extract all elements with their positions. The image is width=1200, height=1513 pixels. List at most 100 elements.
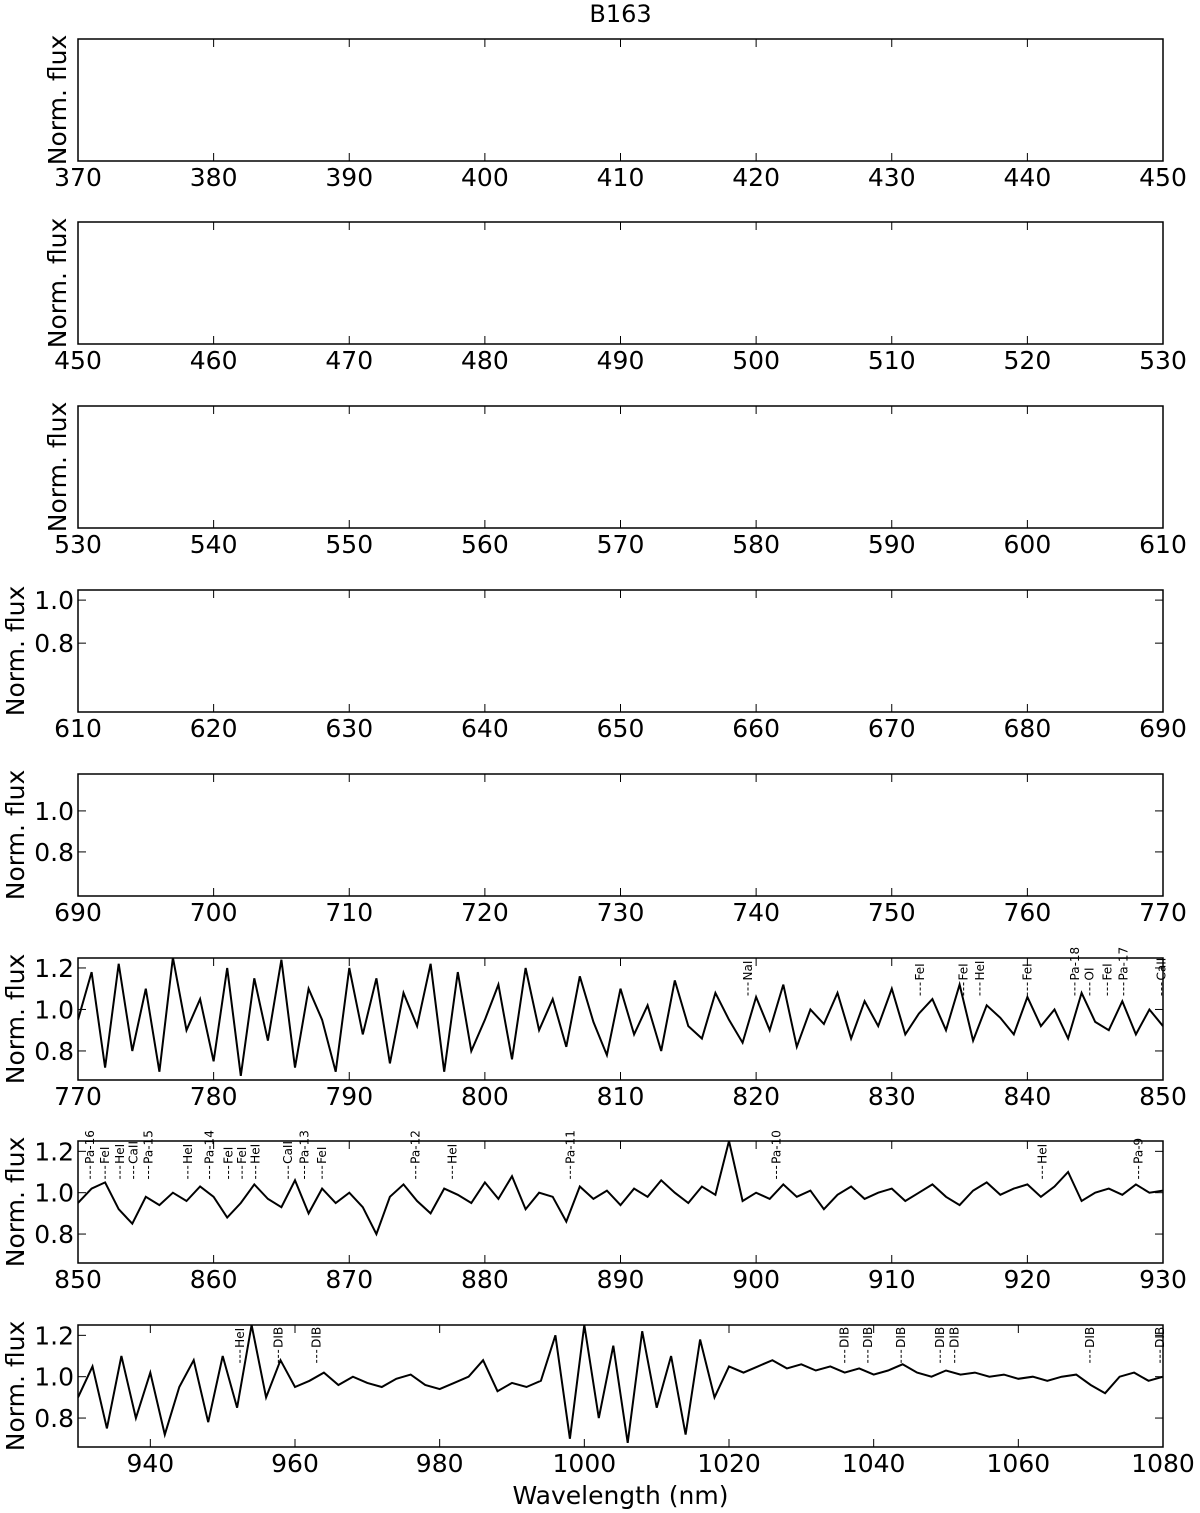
x-tick-label: 820	[732, 1082, 780, 1111]
y-tick-label: 1.0	[34, 1363, 74, 1392]
x-tick-label: 390	[325, 163, 373, 192]
annotation-label: HeI	[973, 961, 987, 981]
annotation-label: DIB	[271, 1327, 285, 1348]
x-tick-label: 650	[597, 714, 645, 743]
axes-frame	[77, 221, 1164, 345]
annotation-label: Pa-11	[563, 1130, 577, 1164]
spectrum-line	[78, 1325, 1163, 1444]
panel: 530 540 550 560 570 580 590 600 610 Norm. flux	[43, 402, 1187, 559]
x-tick-label: 930	[1139, 1265, 1187, 1294]
x-tick-label: 620	[190, 714, 238, 743]
x-axis-label: Wavelength (nm)	[513, 1481, 729, 1510]
annotation-label: HeI	[181, 1144, 195, 1164]
panel: B163 370 380 390 400 410 420 430 440 450 Norm. flu…	[43, 0, 1187, 192]
annotation-label: HeI	[113, 1144, 127, 1164]
y-axis-label: Norm. flux	[43, 402, 72, 532]
annotation-label: NaI	[741, 961, 755, 981]
x-tick-label: 570	[597, 530, 645, 559]
annotation-label: DIB	[838, 1327, 852, 1348]
annotation-label: Pa-18	[1068, 947, 1082, 981]
x-tick-label: 1040	[842, 1449, 906, 1478]
x-tick-label: 770	[1139, 898, 1187, 927]
x-tick-label: 800	[461, 1082, 509, 1111]
y-axis-label: Norm. flux	[1, 954, 30, 1084]
y-axis-label: Norm. flux	[43, 218, 72, 348]
x-tick-label: 960	[271, 1449, 319, 1478]
x-tick-label: 500	[732, 346, 780, 375]
x-tick-label: 770	[54, 1082, 102, 1111]
x-tick-label: 690	[1139, 714, 1187, 743]
y-tick-label: 1.0	[34, 797, 74, 826]
y-tick-label: 0.8	[34, 1220, 74, 1249]
x-tick-label: 1000	[553, 1449, 617, 1478]
axes-frame	[77, 38, 1164, 162]
annotation-label: HeI	[445, 1144, 459, 1164]
x-tick-label: 440	[1004, 163, 1052, 192]
y-axis-label: Norm. flux	[1, 1321, 30, 1451]
x-tick-label: 980	[416, 1449, 464, 1478]
x-tick-label: 810	[597, 1082, 645, 1111]
x-tick-label: 780	[190, 1082, 238, 1111]
axes-frame	[77, 773, 1164, 897]
axes-frame	[77, 1324, 1164, 1448]
x-tick-label: 830	[868, 1082, 916, 1111]
axes-frame	[77, 589, 1164, 713]
x-tick-label: 450	[1139, 163, 1187, 192]
x-tick-label: 730	[597, 898, 645, 927]
x-tick-label: 610	[54, 714, 102, 743]
y-tick-label: 0.8	[34, 838, 74, 867]
annotation-label: Pa-12	[409, 1130, 423, 1164]
spectrum-line	[78, 1141, 1163, 1237]
x-tick-label: 510	[868, 346, 916, 375]
x-tick-label: 1060	[987, 1449, 1051, 1478]
chart-title: B163	[589, 0, 651, 28]
annotation-label: FeI	[913, 963, 927, 980]
annotation-label: FeI	[1100, 963, 1114, 980]
y-tick-label: 1.2	[34, 1137, 74, 1166]
y-axis-label: Norm. flux	[1, 1137, 30, 1267]
x-tick-label: 370	[54, 163, 102, 192]
annotation-label: Pa-10	[769, 1130, 783, 1164]
y-axis-label: Norm. flux	[43, 35, 72, 165]
annotation-label: CaII	[1155, 958, 1169, 981]
x-tick-label: 450	[54, 346, 102, 375]
annotation-label: Pa-17	[1117, 947, 1131, 981]
panel: 450 460 470 480 490 500 510 520 530 Norm. flux	[43, 218, 1187, 375]
x-tick-label: 720	[461, 898, 509, 927]
annotation-label: DIB	[310, 1327, 324, 1348]
x-tick-label: 430	[868, 163, 916, 192]
axes-frame	[77, 405, 1164, 529]
x-tick-label: 610	[1139, 530, 1187, 559]
y-tick-label: 1.2	[34, 954, 74, 983]
y-tick-label: 0.8	[34, 1037, 74, 1066]
annotation-label: HeI	[249, 1144, 263, 1164]
y-tick-label: 1.0	[34, 586, 74, 615]
annotation-label: FeI	[957, 963, 971, 980]
x-tick-label: 690	[54, 898, 102, 927]
annotation-label: DIB	[861, 1327, 875, 1348]
annotation-label: DIB	[948, 1327, 962, 1348]
annotation-label: Pa-16	[83, 1130, 97, 1164]
x-tick-label: 460	[190, 346, 238, 375]
x-tick-label: 420	[732, 163, 780, 192]
x-tick-label: 660	[732, 714, 780, 743]
x-tick-label: 890	[597, 1265, 645, 1294]
annotation-label: FeI	[315, 1147, 329, 1164]
x-tick-label: 630	[325, 714, 373, 743]
x-tick-label: 470	[325, 346, 373, 375]
annotation-label: Pa-9	[1132, 1138, 1146, 1164]
x-tick-label: 600	[1004, 530, 1052, 559]
x-tick-label: 680	[1004, 714, 1052, 743]
panel: Pa-16 FeI HeI CaII Pa-15 HeI Pa-14 FeI FeI HeI CaI…	[1, 1130, 1187, 1294]
x-tick-label: 940	[126, 1449, 174, 1478]
spectrum-line	[78, 958, 1163, 1077]
annotation-label: OI	[1083, 967, 1097, 980]
x-tick-label: 870	[325, 1265, 373, 1294]
x-tick-label: 580	[732, 530, 780, 559]
y-axis-label: Norm. flux	[1, 586, 30, 716]
y-axis-label: Norm. flux	[1, 770, 30, 900]
x-tick-label: 910	[868, 1265, 916, 1294]
